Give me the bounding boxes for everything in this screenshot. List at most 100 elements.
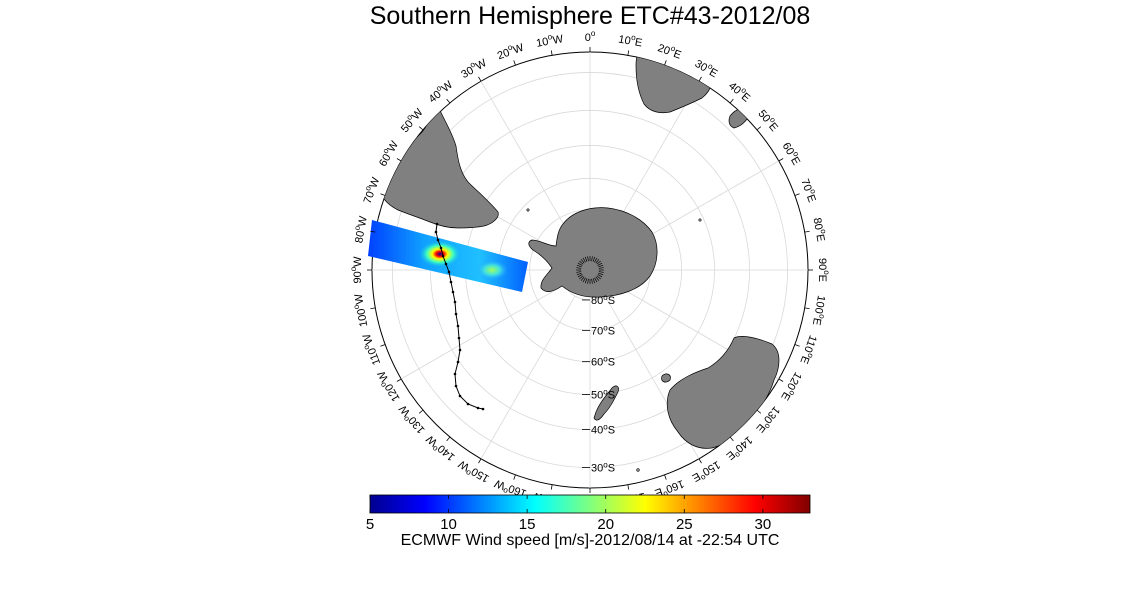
antarctica-landmass xyxy=(528,207,658,298)
island-landmass xyxy=(636,468,640,472)
ice-mark xyxy=(577,274,583,278)
ice-mark xyxy=(595,276,600,281)
longitude-tick xyxy=(627,484,630,490)
meridian-line xyxy=(480,295,576,459)
ice-shelf-marks xyxy=(576,256,604,284)
ice-mark xyxy=(597,274,603,278)
latitude-label: 70oS xyxy=(591,323,615,337)
longitude-tick xyxy=(756,126,762,131)
storm-secondary xyxy=(476,260,508,280)
longitude-tick xyxy=(756,409,762,414)
longitude-tick xyxy=(478,76,482,82)
ice-mark xyxy=(596,275,601,280)
island-landmass xyxy=(661,373,671,383)
longitude-label: 90oE xyxy=(816,258,831,282)
track-point xyxy=(457,336,461,340)
latitude-label: 50oS xyxy=(591,388,615,402)
ice-mark xyxy=(592,278,596,284)
ice-mark xyxy=(576,264,582,268)
longitude-tick xyxy=(794,344,800,347)
longitude-tick xyxy=(513,60,516,66)
ice-mark xyxy=(595,259,600,264)
ice-mark xyxy=(591,256,593,262)
ice-mark xyxy=(582,257,586,263)
longitude-tick xyxy=(550,50,553,56)
longitude-label: 50oW xyxy=(397,104,426,135)
longitude-tick xyxy=(380,193,386,196)
longitude-tick xyxy=(396,158,402,162)
longitude-tick xyxy=(729,98,734,104)
new-zealand-landmass xyxy=(593,385,619,421)
longitude-label: 10oW xyxy=(535,30,565,49)
ice-mark xyxy=(598,267,604,269)
track-point xyxy=(453,300,457,304)
longitude-label: 60oW xyxy=(375,137,402,168)
colorbar-tick-label: 30 xyxy=(755,516,772,533)
ice-mark xyxy=(582,277,586,283)
track-point xyxy=(444,262,448,266)
track-point xyxy=(441,254,445,258)
ice-mark xyxy=(597,262,603,266)
longitude-tick xyxy=(778,378,784,382)
latitude-label: 40oS xyxy=(591,423,615,437)
longitude-tick xyxy=(513,474,516,480)
longitude-label: 70oW xyxy=(359,174,382,205)
meridian-line xyxy=(480,81,576,245)
longitude-label: 160oE xyxy=(653,477,686,501)
track-point xyxy=(451,290,455,294)
track-point xyxy=(456,360,460,364)
longitude-label: 60oE xyxy=(780,139,805,167)
colorbar-tick-label: 10 xyxy=(440,516,457,533)
longitude-label: 20oE xyxy=(656,40,684,62)
longitude-label: 50oE xyxy=(755,106,782,134)
ice-mark xyxy=(596,260,601,265)
longitude-tick xyxy=(478,458,482,464)
meridian-line xyxy=(401,284,565,380)
track-point xyxy=(453,372,457,376)
longitude-label: 100oE xyxy=(810,294,830,326)
colorbar xyxy=(369,494,811,514)
longitude-label: 10oE xyxy=(617,31,643,50)
ice-mark xyxy=(584,278,588,284)
ice-mark xyxy=(580,276,585,281)
ice-mark xyxy=(591,278,593,284)
track-point xyxy=(466,402,470,406)
ice-mark xyxy=(576,271,582,273)
longitude-label: 70oE xyxy=(798,176,820,204)
wind-swath xyxy=(368,220,528,292)
track-point xyxy=(454,384,458,388)
track-point xyxy=(435,222,439,226)
longitude-tick xyxy=(380,344,386,347)
storm-core xyxy=(418,240,462,268)
longitude-label: 40oE xyxy=(726,78,754,105)
longitude-tick xyxy=(729,436,734,442)
longitude-label: 120oE xyxy=(778,370,806,404)
longitude-label: 40oW xyxy=(425,76,456,105)
longitude-tick xyxy=(627,50,630,56)
longitude-label: 80oW xyxy=(350,214,369,244)
storm-track-points xyxy=(434,222,485,411)
ice-mark xyxy=(598,264,604,268)
longitude-label: 20oW xyxy=(495,39,526,62)
longitude-tick xyxy=(550,484,553,490)
latitude-label: 80oS xyxy=(591,293,615,307)
longitude-label: 110oE xyxy=(797,334,821,367)
longitude-tick xyxy=(396,378,402,382)
colorbar-tick-label: 20 xyxy=(597,516,614,533)
ice-mark xyxy=(576,272,582,276)
longitude-label: 90oW xyxy=(349,256,364,284)
longitude-tick xyxy=(698,458,702,464)
longitude-label: 0o xyxy=(585,29,596,44)
longitude-tick xyxy=(418,409,424,414)
longitude-label: 30oW xyxy=(458,54,489,81)
island-landmass xyxy=(698,218,702,222)
colorbar-tick-label: 15 xyxy=(519,516,536,533)
colorbar-ticks: 5 10 15 20 25 30 xyxy=(366,495,771,533)
track-point xyxy=(436,238,440,242)
colorbar-tick-label: 25 xyxy=(676,516,693,533)
ice-mark xyxy=(594,277,598,283)
longitude-label: 30oE xyxy=(693,55,721,80)
longitude-tick xyxy=(664,60,667,66)
